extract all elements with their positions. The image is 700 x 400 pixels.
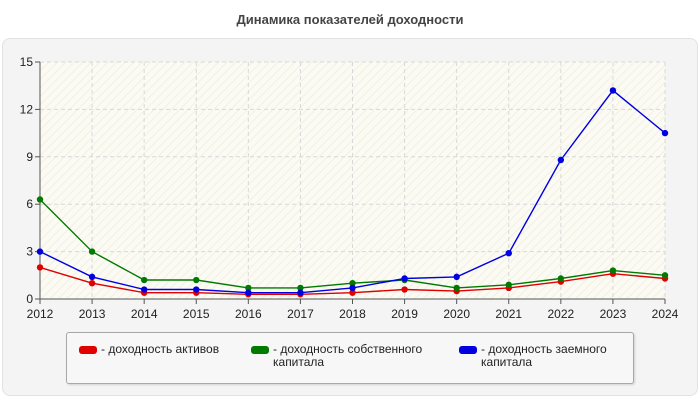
- data-point-series-1: [349, 280, 356, 287]
- data-point-series-2: [193, 286, 200, 293]
- data-point-series-2: [401, 275, 408, 282]
- data-point-series-1: [297, 284, 304, 292]
- x-tick-label: 2015: [183, 307, 210, 321]
- legend-item-equity: - доходность собственного капитала: [251, 343, 422, 369]
- chart-title: Динамика показателей доходности: [236, 12, 464, 27]
- x-tick-label: 2014: [131, 307, 158, 321]
- y-tick-label: 9: [26, 150, 33, 164]
- data-point-series-1: [557, 275, 565, 282]
- y-tick-label: 6: [26, 197, 33, 211]
- x-tick-label: 2019: [391, 307, 418, 321]
- y-tick-label: 15: [20, 55, 34, 69]
- data-point-series-2: [609, 87, 617, 94]
- y-tick-label: 3: [26, 245, 33, 259]
- x-tick-label: 2024: [652, 307, 679, 321]
- x-tick-label: 2023: [600, 307, 627, 321]
- data-point-series-0: [88, 280, 96, 287]
- y-tick-label: 12: [20, 102, 34, 116]
- data-point-series-2: [140, 286, 148, 293]
- data-point-series-0: [401, 286, 408, 293]
- legend-label-equity: - доходность собственного капитала: [273, 342, 423, 369]
- data-point-series-2: [297, 289, 304, 296]
- legend-swatch-equity: [251, 346, 269, 354]
- legend-item-assets: - доходность активов: [79, 343, 219, 356]
- data-point-series-2: [245, 289, 252, 296]
- x-tick-label: 2020: [443, 307, 470, 321]
- legend-swatch-assets: [79, 346, 97, 354]
- legend-item-debt: - доходность заемного капитала: [459, 343, 607, 369]
- x-tick-label: 2018: [339, 307, 366, 321]
- legend-label-debt: - доходность заемного капитала: [481, 342, 607, 369]
- data-point-series-2: [505, 249, 512, 257]
- data-point-series-2: [88, 273, 96, 281]
- data-point-series-1: [505, 281, 512, 288]
- legend-label-assets: - доходность активов: [101, 342, 220, 356]
- y-tick-label: 0: [26, 292, 33, 306]
- x-tick-label: 2021: [495, 307, 522, 321]
- series-points: [36, 87, 669, 298]
- data-point-series-1: [661, 272, 669, 279]
- data-point-series-2: [557, 156, 565, 164]
- axes: [35, 61, 666, 304]
- data-point-series-1: [193, 276, 200, 284]
- tick-labels: 0 3 6 9 12 15 2012 2013 2014 2015 2016 2017 2018 2019…: [20, 55, 679, 321]
- data-point-series-2: [36, 248, 44, 255]
- data-point-series-2: [349, 284, 356, 292]
- chart-legend: - доходность активов - доходность собств…: [66, 332, 634, 384]
- x-tick-label: 2012: [27, 307, 54, 321]
- data-point-series-0: [349, 289, 356, 296]
- data-point-series-2: [453, 273, 460, 281]
- data-point-series-1: [609, 267, 617, 274]
- data-point-series-2: [661, 129, 669, 137]
- data-point-series-1: [88, 248, 96, 255]
- data-point-series-1: [36, 196, 44, 203]
- line-chart: 0 3 6 9 12 15 2012 2013 2014 2015 2016 2017 2018 2019…: [20, 55, 679, 321]
- legend-swatch-debt: [459, 346, 477, 354]
- x-tick-label: 2017: [287, 307, 314, 321]
- data-point-series-1: [245, 284, 252, 292]
- data-point-series-1: [453, 284, 460, 292]
- x-tick-label: 2013: [79, 307, 106, 321]
- x-tick-label: 2022: [547, 307, 574, 321]
- data-point-series-0: [36, 264, 44, 271]
- x-tick-label: 2016: [235, 307, 262, 321]
- data-point-series-1: [140, 276, 148, 284]
